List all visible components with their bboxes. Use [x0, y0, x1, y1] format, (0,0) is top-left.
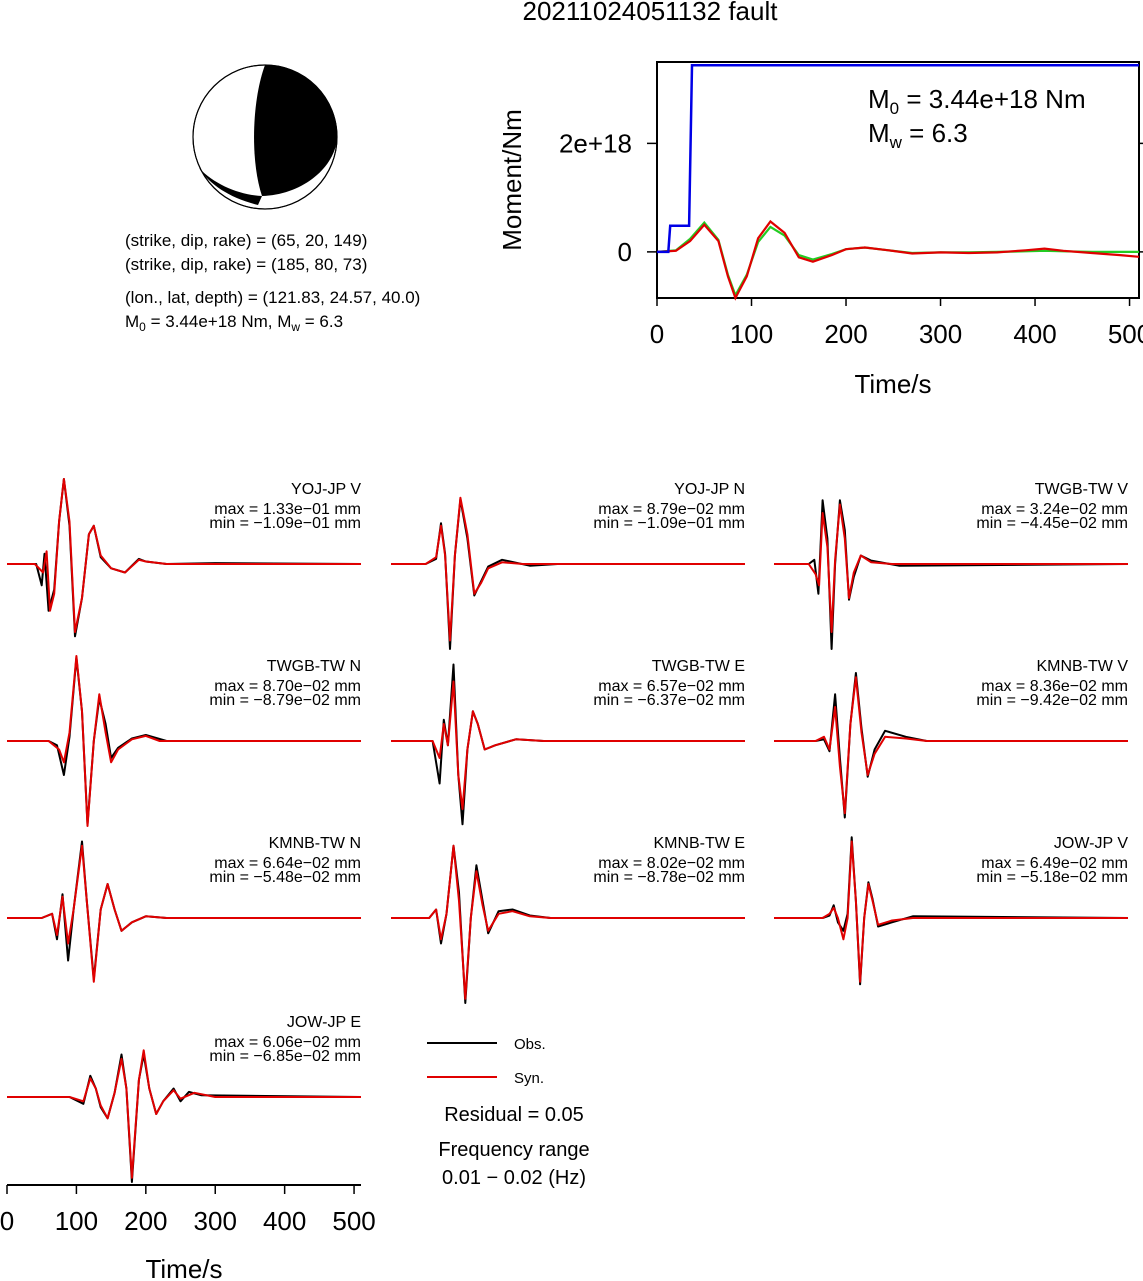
moment-ytick-label: 0	[618, 237, 632, 267]
station-min: min = −5.18e−02 mm	[976, 869, 1128, 886]
station-min: min = −6.85e−02 mm	[209, 1048, 361, 1065]
station-min: min = −5.48e−02 mm	[209, 869, 361, 886]
waveform-syn	[391, 844, 745, 1000]
waveform-time-axis: 0 100 200 300 400 500 Time/s	[0, 1184, 376, 1281]
waveform-syn	[7, 844, 361, 983]
station-max: max = 6.64e−02 mm	[214, 855, 361, 872]
waveform-syn	[7, 655, 361, 827]
legend: Obs. Syn.	[427, 1036, 546, 1087]
moment-series-0	[657, 64, 1139, 254]
moment-ylabel: Moment/Nm	[497, 109, 527, 251]
moment-xtick-label: 100	[730, 319, 773, 349]
waveform-xtick-label: 400	[263, 1206, 306, 1236]
moment-ytick-label: 2e+18	[559, 128, 632, 158]
station-max: max = 8.36e−02 mm	[981, 678, 1128, 695]
waveform-xtick-label: 300	[194, 1206, 237, 1236]
moment-xtick-label: 500	[1108, 319, 1143, 349]
residual-text: Residual = 0.05	[444, 1104, 584, 1126]
waveform-xlabel: Time/s	[145, 1254, 222, 1281]
station-min: min = −9.42e−02 mm	[976, 692, 1128, 709]
station-min: min = −1.09e−01 mm	[593, 515, 745, 532]
station-name: KMNB-TW N	[269, 835, 361, 852]
station-min: min = −8.78e−02 mm	[593, 869, 745, 886]
station-min: min = −6.37e−02 mm	[593, 692, 745, 709]
station-max: max = 8.02e−02 mm	[598, 855, 745, 872]
moment-plot-frame	[656, 61, 1140, 299]
beachball-lower-quadrant	[199, 168, 262, 205]
moment-xtick-label: 300	[919, 319, 962, 349]
waveform-syn	[7, 478, 361, 633]
station-max: max = 6.06e−02 mm	[214, 1034, 361, 1051]
station-max: max = 8.70e−02 mm	[214, 678, 361, 695]
waveform-syn	[774, 676, 1128, 815]
figure-title: 20211024051132 fault	[523, 0, 779, 26]
waveform-xtick-label: 0	[0, 1206, 14, 1236]
moment-text: M0 = 3.44e+18 Nm, Mw = 6.3	[125, 312, 343, 334]
station-name: YOJ-JP V	[291, 481, 361, 498]
waveform-obs	[7, 1053, 362, 1183]
station-min: min = −1.09e−01 mm	[209, 515, 361, 532]
moment-mw-annotation: Mw = 6.3	[868, 118, 968, 152]
moment-xtick-label: 400	[1013, 319, 1056, 349]
station-name: TWGB-TW V	[1035, 481, 1129, 498]
moment-xtick-label: 200	[824, 319, 867, 349]
station-name: JOW-JP V	[1054, 835, 1128, 852]
waveform-xtick-label: 500	[332, 1206, 375, 1236]
moment-m0-annotation: M0 = 3.44e+18 Nm	[868, 84, 1086, 118]
waveform-xtick-label: 100	[55, 1206, 98, 1236]
frequency-range: 0.01 − 0.02 (Hz)	[442, 1167, 586, 1189]
station-name: JOW-JP E	[287, 1014, 361, 1031]
waveform-syn	[391, 496, 745, 642]
beachball-compressional-quadrant	[254, 65, 338, 196]
station-max: max = 6.57e−02 mm	[598, 678, 745, 695]
plane1-text: (strike, dip, rake) = (65, 20, 149)	[125, 231, 367, 250]
station-min: min = −4.45e−02 mm	[976, 515, 1128, 532]
station-name: KMNB-TW E	[653, 835, 745, 852]
frequency-label: Frequency range	[438, 1139, 589, 1161]
waveform-syn	[391, 680, 745, 810]
station-name: YOJ-JP N	[674, 481, 745, 498]
beachball-icon	[192, 64, 338, 210]
moment-series-2	[656, 220, 1139, 298]
station-max: max = 8.79e−02 mm	[598, 501, 745, 518]
station-max: max = 6.49e−02 mm	[981, 855, 1128, 872]
station-min: min = −8.79e−02 mm	[209, 692, 361, 709]
moment-xlabel: Time/s	[854, 369, 931, 399]
legend-syn-label: Syn.	[514, 1070, 544, 1087]
waveform-syn	[774, 840, 1128, 983]
station-max: max = 1.33e−01 mm	[214, 501, 361, 518]
moment-xtick-label: 0	[650, 319, 664, 349]
station-name: KMNB-TW V	[1036, 658, 1128, 675]
location-text: (lon., lat, depth) = (121.83, 24.57, 40.…	[125, 288, 420, 307]
plane2-text: (strike, dip, rake) = (185, 80, 73)	[125, 255, 367, 274]
station-name: TWGB-TW N	[267, 658, 361, 675]
waveform-syn	[774, 503, 1128, 633]
legend-obs-label: Obs.	[514, 1036, 546, 1053]
waveform-xtick-label: 200	[124, 1206, 167, 1236]
moment-chart: 0 100 200 300 400 500 0 2e+18 Time/s Moment/Nm…	[497, 61, 1143, 399]
moment-series-1	[656, 219, 1140, 301]
station-max: max = 3.24e−02 mm	[981, 501, 1128, 518]
waveform-syn	[7, 1049, 361, 1179]
station-name: TWGB-TW E	[652, 658, 745, 675]
